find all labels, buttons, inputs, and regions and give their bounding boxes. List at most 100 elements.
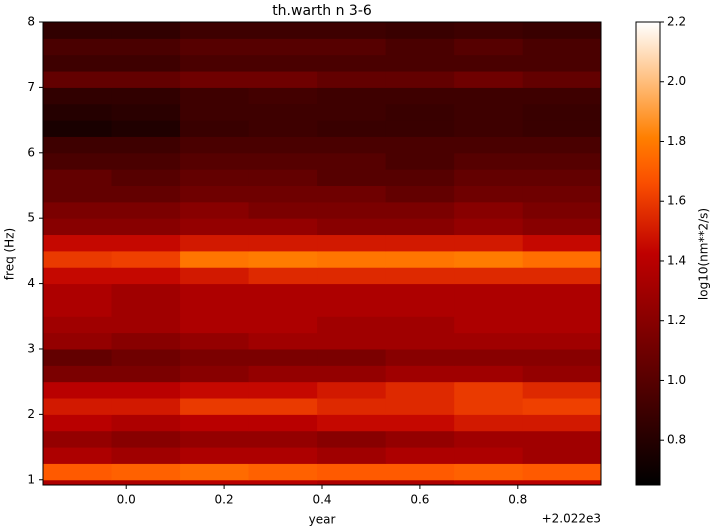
heatmap-cell — [385, 381, 455, 399]
heatmap-cell — [522, 169, 602, 186]
heatmap-cell — [522, 463, 602, 481]
heatmap-cell — [43, 152, 113, 170]
heatmap-cell — [111, 185, 181, 203]
heatmap-cell — [522, 283, 602, 301]
heatmap-cell — [43, 87, 113, 105]
heatmap-cell — [180, 54, 250, 72]
heatmap-cell — [317, 267, 387, 285]
heatmap-cell — [522, 299, 602, 317]
heatmap-cell — [454, 120, 524, 137]
heatmap-cell — [522, 250, 602, 268]
x-tick-label: 0.4 — [312, 493, 331, 507]
heatmap-cell — [43, 218, 113, 236]
heatmap-cell — [111, 54, 181, 72]
heatmap-cell — [248, 267, 318, 285]
heatmap-cell — [385, 54, 455, 72]
y-tick-label: 2 — [27, 407, 35, 421]
heatmap-cell — [454, 201, 524, 219]
heatmap-cell — [180, 430, 250, 448]
heatmap-cell — [43, 120, 113, 137]
colorbar-tick-label: 1.2 — [667, 313, 686, 327]
heatmap-cell — [43, 348, 113, 366]
heatmap-cell — [43, 332, 113, 350]
heatmap-cell — [317, 103, 387, 121]
heatmap-cell — [248, 414, 318, 432]
heatmap-cell — [454, 299, 524, 317]
heatmap-cell — [248, 218, 318, 236]
x-tick-label: 0.0 — [117, 493, 136, 507]
heatmap-cell — [111, 463, 181, 481]
heatmap-cell — [522, 234, 602, 252]
heatmap-cell — [248, 332, 318, 350]
heatmap-cell — [385, 71, 455, 88]
heatmap-cell — [111, 120, 181, 137]
heatmap-cell — [111, 22, 181, 39]
heatmap-cell — [317, 283, 387, 301]
heatmap-cell — [180, 398, 250, 415]
heatmap-cell — [317, 414, 387, 432]
heatmap-cell — [248, 152, 318, 170]
heatmap-cell — [43, 169, 113, 186]
heatmap-cell — [43, 234, 113, 252]
heatmap-cell — [385, 103, 455, 121]
heatmap-cell — [180, 332, 250, 350]
chart-title: th.warth n 3-6 — [272, 3, 372, 19]
heatmap-cell — [454, 348, 524, 366]
heatmap-cell — [43, 447, 113, 464]
heatmap-cell — [385, 201, 455, 219]
heatmap-cell — [522, 365, 602, 383]
heatmap-cell — [43, 414, 113, 432]
heatmap-cell — [522, 38, 602, 56]
heatmap-cell — [385, 250, 455, 268]
colorbar-tick-label: 1.8 — [667, 134, 686, 148]
heatmap-cell — [180, 463, 250, 481]
heatmap-cell — [317, 332, 387, 350]
heatmap-cell — [454, 87, 524, 105]
heatmap-cell — [43, 136, 113, 154]
heatmap-cell — [317, 299, 387, 317]
heatmap-cell — [317, 201, 387, 219]
heatmap-cell — [180, 414, 250, 432]
heatmap-cell — [111, 316, 181, 334]
heatmap-cell — [248, 201, 318, 219]
colorbar-label: log10(nm**2/s) — [697, 208, 711, 300]
heatmap-cell — [385, 136, 455, 154]
heatmap-cell — [522, 430, 602, 448]
heatmap-cell — [180, 103, 250, 121]
heatmap-cell — [43, 299, 113, 317]
heatmap-cell — [385, 332, 455, 350]
heatmap-cell — [43, 103, 113, 121]
heatmap-cell — [43, 71, 113, 88]
heatmap-cell — [454, 381, 524, 399]
heatmap-cell — [111, 201, 181, 219]
heatmap-cell — [111, 447, 181, 464]
heatmap-cell — [317, 54, 387, 72]
heatmap-cell — [385, 87, 455, 105]
heatmap-cell — [454, 283, 524, 301]
heatmap-cell — [180, 267, 250, 285]
heatmap-cell — [43, 250, 113, 268]
heatmap-cell — [43, 38, 113, 56]
heatmap-cell — [111, 381, 181, 399]
heatmap-cell — [43, 185, 113, 203]
heatmap-cell — [317, 152, 387, 170]
heatmap-cell — [454, 152, 524, 170]
heatmap-cell — [385, 267, 455, 285]
heatmap-cell — [248, 381, 318, 399]
heatmap-cell — [522, 87, 602, 105]
heatmap-cell — [248, 71, 318, 88]
heatmap-cell — [180, 71, 250, 88]
heatmap-cell — [385, 234, 455, 252]
heatmap-cell — [522, 218, 602, 236]
heatmap-cell — [454, 316, 524, 334]
heatmap-cell — [454, 71, 524, 88]
heatmap-cell — [454, 332, 524, 350]
heatmap-cell — [111, 299, 181, 317]
colorbar — [635, 21, 661, 486]
heatmap-cell — [454, 38, 524, 56]
heatmap-cell — [454, 430, 524, 448]
heatmap-cell — [522, 398, 602, 415]
heatmap-cell — [248, 136, 318, 154]
heatmap-cell — [111, 332, 181, 350]
